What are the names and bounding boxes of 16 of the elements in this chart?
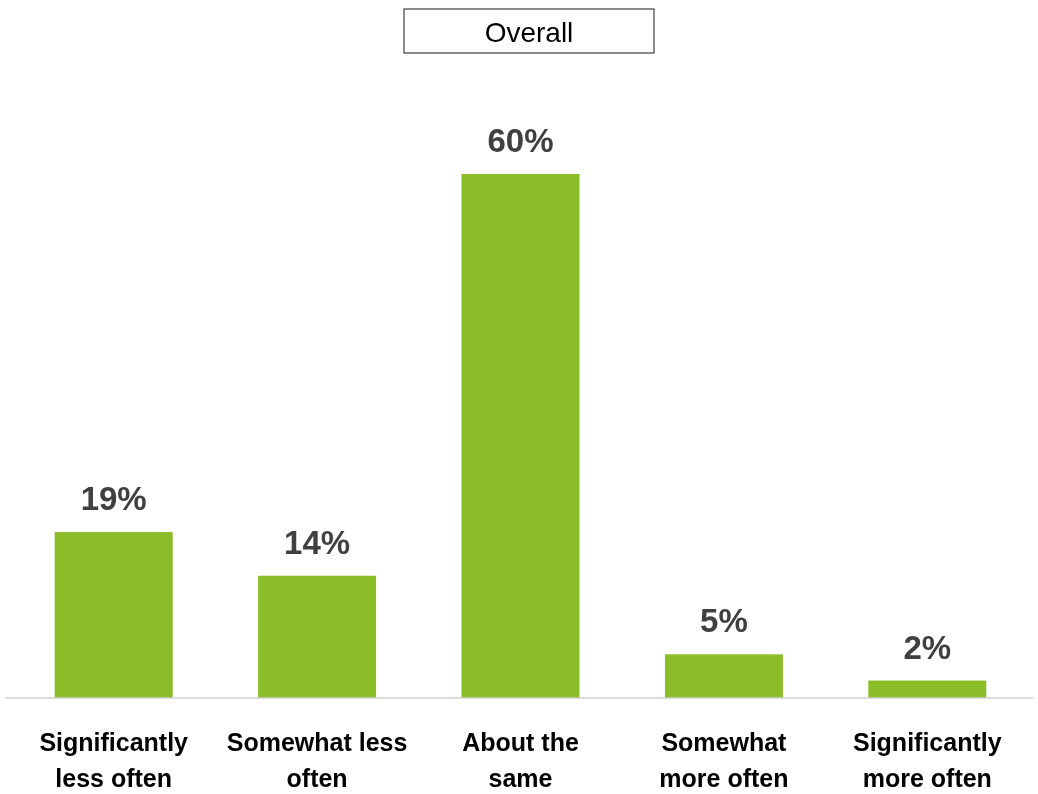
data-label: 60% — [487, 122, 554, 159]
chart-title: Overall — [484, 17, 574, 48]
bar — [664, 654, 783, 698]
x-tick-label: Somewhat more often — [659, 728, 789, 792]
data-label: 14% — [284, 523, 351, 561]
x-tick-label: Significantly less often — [39, 728, 189, 792]
bar — [461, 174, 580, 698]
data-label: 2% — [903, 628, 952, 666]
bar — [258, 575, 377, 698]
x-tick-label: Somewhat less often — [226, 728, 408, 792]
data-label: 19% — [80, 480, 147, 518]
x-tick-label: About the same — [462, 728, 579, 792]
bar — [54, 532, 173, 698]
data-label: 5% — [700, 602, 748, 640]
bar — [868, 680, 987, 698]
x-tick-label: Significantly more often — [852, 728, 1002, 792]
